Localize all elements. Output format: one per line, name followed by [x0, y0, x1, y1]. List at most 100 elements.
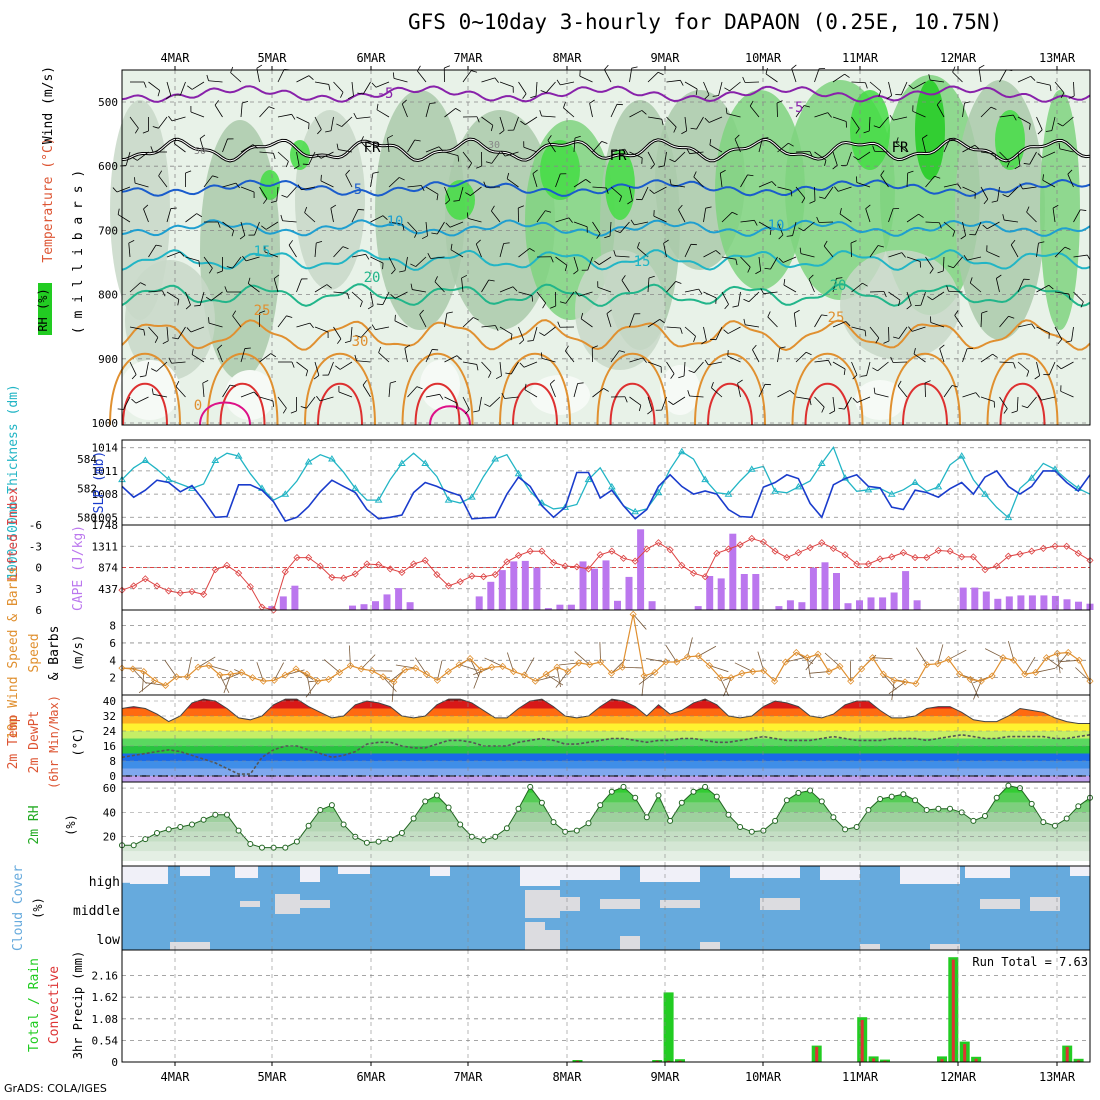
cloud-high-gap — [640, 866, 700, 882]
wind-barb — [824, 186, 834, 199]
wind10-barb — [1046, 657, 1064, 670]
wind-speed-point — [455, 661, 463, 669]
wind-barb-flag — [821, 406, 825, 413]
wind-barb — [1048, 361, 1056, 375]
wind-barb — [795, 351, 807, 363]
wind-barb-flag — [399, 270, 406, 273]
precip-unit: 3hr Precip (mm) — [71, 951, 85, 1059]
wind-barb-flag — [799, 247, 802, 254]
wind-barb — [647, 319, 660, 328]
wind-barb-flag — [473, 317, 479, 321]
wind-barb-flag — [862, 282, 868, 287]
wind-barb-flag — [978, 64, 985, 69]
wind-barb-flag — [285, 161, 289, 168]
wind-barb — [696, 116, 704, 130]
rh-point — [480, 837, 487, 844]
cape-bar — [637, 529, 645, 610]
wind-tick: 2 — [109, 672, 116, 685]
rh-point — [305, 822, 312, 829]
wind-barb-flag — [893, 336, 900, 339]
wind-barb-flag — [934, 175, 941, 179]
wind-barb-flag — [466, 212, 469, 219]
slp-label: SLP (mb) — [92, 451, 107, 514]
wind-barb-flag — [1057, 338, 1063, 345]
rh-point — [772, 817, 779, 824]
cape-bar — [475, 596, 483, 610]
cape-bar — [959, 587, 967, 610]
wind-barb-flag — [382, 215, 388, 220]
wind-barb-flag — [414, 232, 418, 238]
credit-text: GrADS: COLA/IGES — [4, 1082, 107, 1095]
wind-barb — [999, 316, 1009, 328]
wind-barb — [703, 250, 717, 258]
date-label-bottom: 13MAR — [1039, 1070, 1076, 1084]
wind-barb — [185, 213, 197, 223]
wind-barb — [425, 349, 433, 363]
wind-barb-flag — [747, 266, 751, 273]
cape-label: CAPE (J/kg) — [71, 525, 86, 611]
wind-barb-flag — [152, 126, 159, 129]
wind-speed-point — [499, 662, 507, 670]
wind-barb — [647, 116, 662, 120]
wind-speed-point — [477, 666, 485, 674]
date-label-bottom: 5MAR — [258, 1070, 288, 1084]
wind-barb-flag — [704, 94, 710, 100]
wind-barb-flag — [981, 310, 988, 314]
wind-barb-flag — [242, 100, 249, 104]
wind-barb — [203, 256, 213, 269]
rh-point — [597, 802, 604, 809]
wind-barb — [1054, 291, 1069, 295]
date-label-top: 11MAR — [842, 51, 879, 65]
rh-point — [363, 839, 370, 846]
date-label-top: 8MAR — [553, 51, 583, 65]
lifted-index-point — [1016, 550, 1024, 558]
wind-barb-flag — [960, 235, 966, 240]
lifted-index-point — [888, 553, 896, 561]
contour-label: 25 — [254, 303, 271, 319]
rh-point — [818, 798, 825, 805]
thickness-point — [1004, 513, 1013, 521]
wind-barb — [629, 357, 644, 363]
wind-barb-flag — [791, 64, 797, 69]
wind-barb — [499, 81, 514, 88]
wind-barb-flag — [273, 274, 280, 279]
wind-barb — [273, 278, 279, 293]
wind-barb-flag — [214, 100, 219, 106]
temp-band — [122, 716, 1090, 724]
precip-total-label: Total / Rain — [27, 958, 42, 1052]
wind-barb — [1062, 116, 1074, 127]
lifted-index-point — [176, 589, 184, 597]
wind-barb-flag — [873, 387, 876, 394]
wind-barb — [535, 81, 538, 96]
wind-barb-flag — [244, 347, 251, 349]
wind-barb-flag — [313, 375, 320, 380]
wind-barb-flag — [860, 375, 867, 377]
contour-label: 20 — [830, 278, 847, 294]
wind-barb — [191, 81, 205, 90]
wind10-barb — [687, 637, 693, 657]
wind-barb — [419, 314, 427, 328]
wind-barb-flag — [427, 252, 431, 259]
wind-barb — [678, 209, 686, 223]
wind-barb — [1017, 151, 1021, 166]
wind-barb-flag — [232, 310, 237, 317]
wind-barb-flag — [946, 285, 949, 292]
wind-barb — [356, 116, 371, 119]
thickness-point — [794, 482, 803, 490]
wind-barb — [592, 221, 601, 234]
wind-speed-point — [945, 655, 953, 664]
contour-20-line — [121, 283, 1091, 307]
wind-barb — [629, 313, 635, 328]
lifted-index-point — [841, 551, 849, 559]
cape-bar — [890, 592, 898, 610]
wind-barb — [544, 326, 556, 336]
lifted-tick: 6 — [35, 604, 42, 617]
wind-barb-flag — [816, 216, 820, 223]
wind-barb — [647, 361, 662, 368]
wind-barb — [462, 317, 474, 328]
wind-barb-flag — [1057, 122, 1063, 127]
wind-barb — [748, 291, 760, 303]
wind-barb — [320, 180, 334, 188]
wind-barb — [563, 107, 575, 118]
wind-barb-flag — [490, 125, 494, 132]
